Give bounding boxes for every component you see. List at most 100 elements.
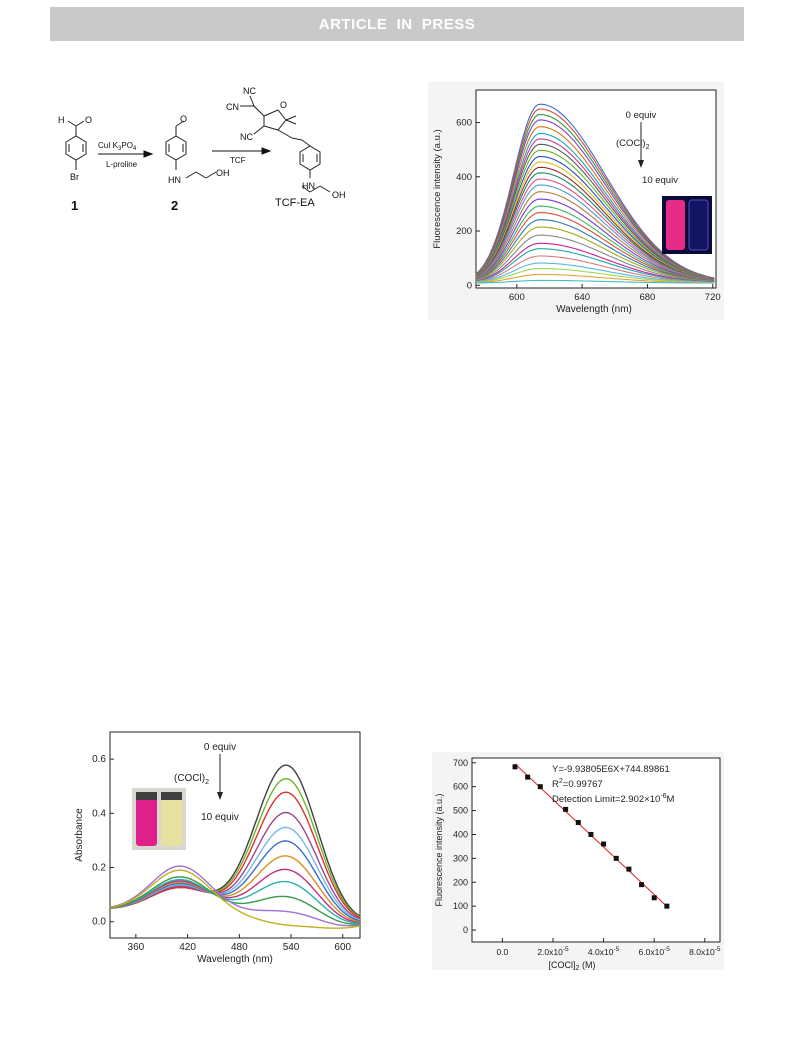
plot-area (471, 757, 721, 943)
spectrum-line (475, 172, 715, 281)
x-tick-label: 480 (231, 942, 248, 953)
y-tick-label: 200 (453, 877, 468, 887)
annotation-reagent: (COCl)2 (174, 773, 209, 786)
data-point (651, 895, 657, 901)
x-tick-label: 640 (574, 292, 590, 303)
y-tick-label: 0 (463, 925, 468, 935)
data-point (512, 764, 518, 770)
atom-oh-product: OH (332, 190, 346, 200)
linear-fit-chart: 0.0 2.0x10-5 4.0x10-5 6.0x10-5 8.0x10-5 0 100 2… (432, 752, 724, 970)
annotation-reagent: (COCl)2 (616, 138, 650, 151)
spectrum-line (475, 143, 715, 280)
atom-br: Br (70, 172, 79, 182)
y-tick-label: 600 (456, 118, 472, 129)
annotation-end: 10 equiv (642, 175, 678, 186)
atom-nc-2: NC (240, 132, 253, 142)
data-point (525, 774, 531, 780)
product-label: TCF-EA (275, 197, 315, 209)
atom-hn-product: HN (302, 181, 315, 191)
spectrum-line (475, 255, 715, 283)
data-point (613, 855, 619, 861)
spectrum-line (475, 205, 715, 282)
reagents-step2: TCF (230, 156, 246, 165)
data-point (639, 882, 645, 888)
compound-label-2: 2 (171, 198, 178, 213)
reagents-step1-b: L-proline (106, 160, 138, 169)
x-axis-label: Wavelength (nm) (556, 304, 632, 315)
spectrum-line (475, 178, 715, 281)
spectrum-line (109, 876, 361, 925)
x-tick-label: 0.0 (496, 947, 508, 957)
data-point (563, 806, 569, 812)
annotation-end: 10 equiv (201, 812, 239, 823)
detection-limit: Detection Limit=2.902×10-6M (552, 793, 675, 805)
spectrum-line (475, 126, 715, 280)
spectrum-line (475, 279, 715, 284)
spectrum-line (109, 826, 361, 921)
spectrum-line (475, 149, 715, 280)
atom-oh-2: OH (216, 168, 230, 178)
atom-cn-1: CN (226, 102, 239, 112)
spectrum-line (475, 212, 715, 282)
y-axis-label: Absorbance (74, 808, 85, 862)
y-tick-label: 400 (456, 172, 472, 183)
x-tick-label: 420 (179, 942, 196, 953)
spectrum-line (475, 219, 715, 282)
y-tick-label: 0.6 (92, 754, 106, 765)
y-tick-label: 0 (467, 280, 472, 291)
spectrum-line (475, 242, 715, 283)
y-tick-label: 100 (453, 901, 468, 911)
compound-label-1: 1 (71, 198, 78, 213)
spectrum-line (109, 840, 361, 922)
x-axis-label: [COCl]2 (M) (549, 960, 596, 970)
data-point (626, 866, 632, 872)
x-tick-label: 8.0x10-5 (689, 946, 721, 957)
y-tick-label: 0.2 (92, 863, 106, 874)
atom-nc-1: NC (243, 86, 256, 96)
y-tick-label: 600 (453, 782, 468, 792)
spectrum-line (475, 226, 715, 283)
x-tick-label: 6.0x10-5 (639, 946, 671, 957)
data-point (575, 820, 581, 826)
spectrum-line (109, 878, 361, 924)
annotation-start: 0 equiv (204, 742, 236, 753)
vial-photo-inset (132, 788, 186, 850)
y-axis-label: Fluorescence intensity (a.u.) (434, 793, 444, 906)
fit-r-squared: R2=0.99767 (552, 778, 603, 790)
atom-o-ring: O (280, 100, 287, 110)
x-axis-label: Wavelength (nm) (197, 954, 273, 965)
spectrum-line (475, 234, 715, 283)
spectrum-line (475, 155, 715, 281)
spectrum-line (109, 791, 361, 919)
fit-equation: Y=-9.93805E6X+744.89861 (552, 764, 670, 775)
vial-photo-inset (662, 196, 712, 254)
spectrum-line (475, 273, 715, 284)
data-point (664, 903, 670, 909)
x-tick-label: 720 (705, 292, 721, 303)
y-tick-label: 300 (453, 853, 468, 863)
spectrum-line (475, 166, 715, 281)
spectrum-line (109, 865, 361, 927)
spectrum-line (475, 184, 715, 281)
data-point (537, 784, 543, 790)
y-axis-label: Fluorescence intensity (a.u.) (432, 129, 443, 248)
spectrum-line (475, 191, 715, 282)
atom-o-1: O (85, 115, 92, 125)
spectrum-line (475, 198, 715, 282)
spectrum-line (475, 132, 715, 280)
spectrum-line (475, 267, 715, 284)
spectrum-line (475, 262, 715, 284)
data-point (588, 831, 594, 837)
absorption-spectra-chart: 360 420 480 540 600 0.0 0.2 0.4 0.6 Wavelength (… (74, 731, 361, 965)
spectrum-line (109, 811, 361, 920)
fluorescence-spectra-chart: 600 640 680 720 0 200 400 600 Wavelength (nm) F… (428, 82, 724, 320)
x-tick-label: 2.0x10-5 (537, 946, 569, 957)
atom-hn-2: HN (168, 175, 181, 185)
x-tick-label: 600 (509, 292, 525, 303)
x-tick-label: 680 (639, 292, 655, 303)
atom-h-1: H (58, 115, 65, 125)
x-tick-label: 4.0x10-5 (588, 946, 620, 957)
y-tick-label: 0.4 (92, 808, 106, 819)
spectrum-line (109, 869, 361, 929)
y-tick-label: 700 (453, 758, 468, 768)
